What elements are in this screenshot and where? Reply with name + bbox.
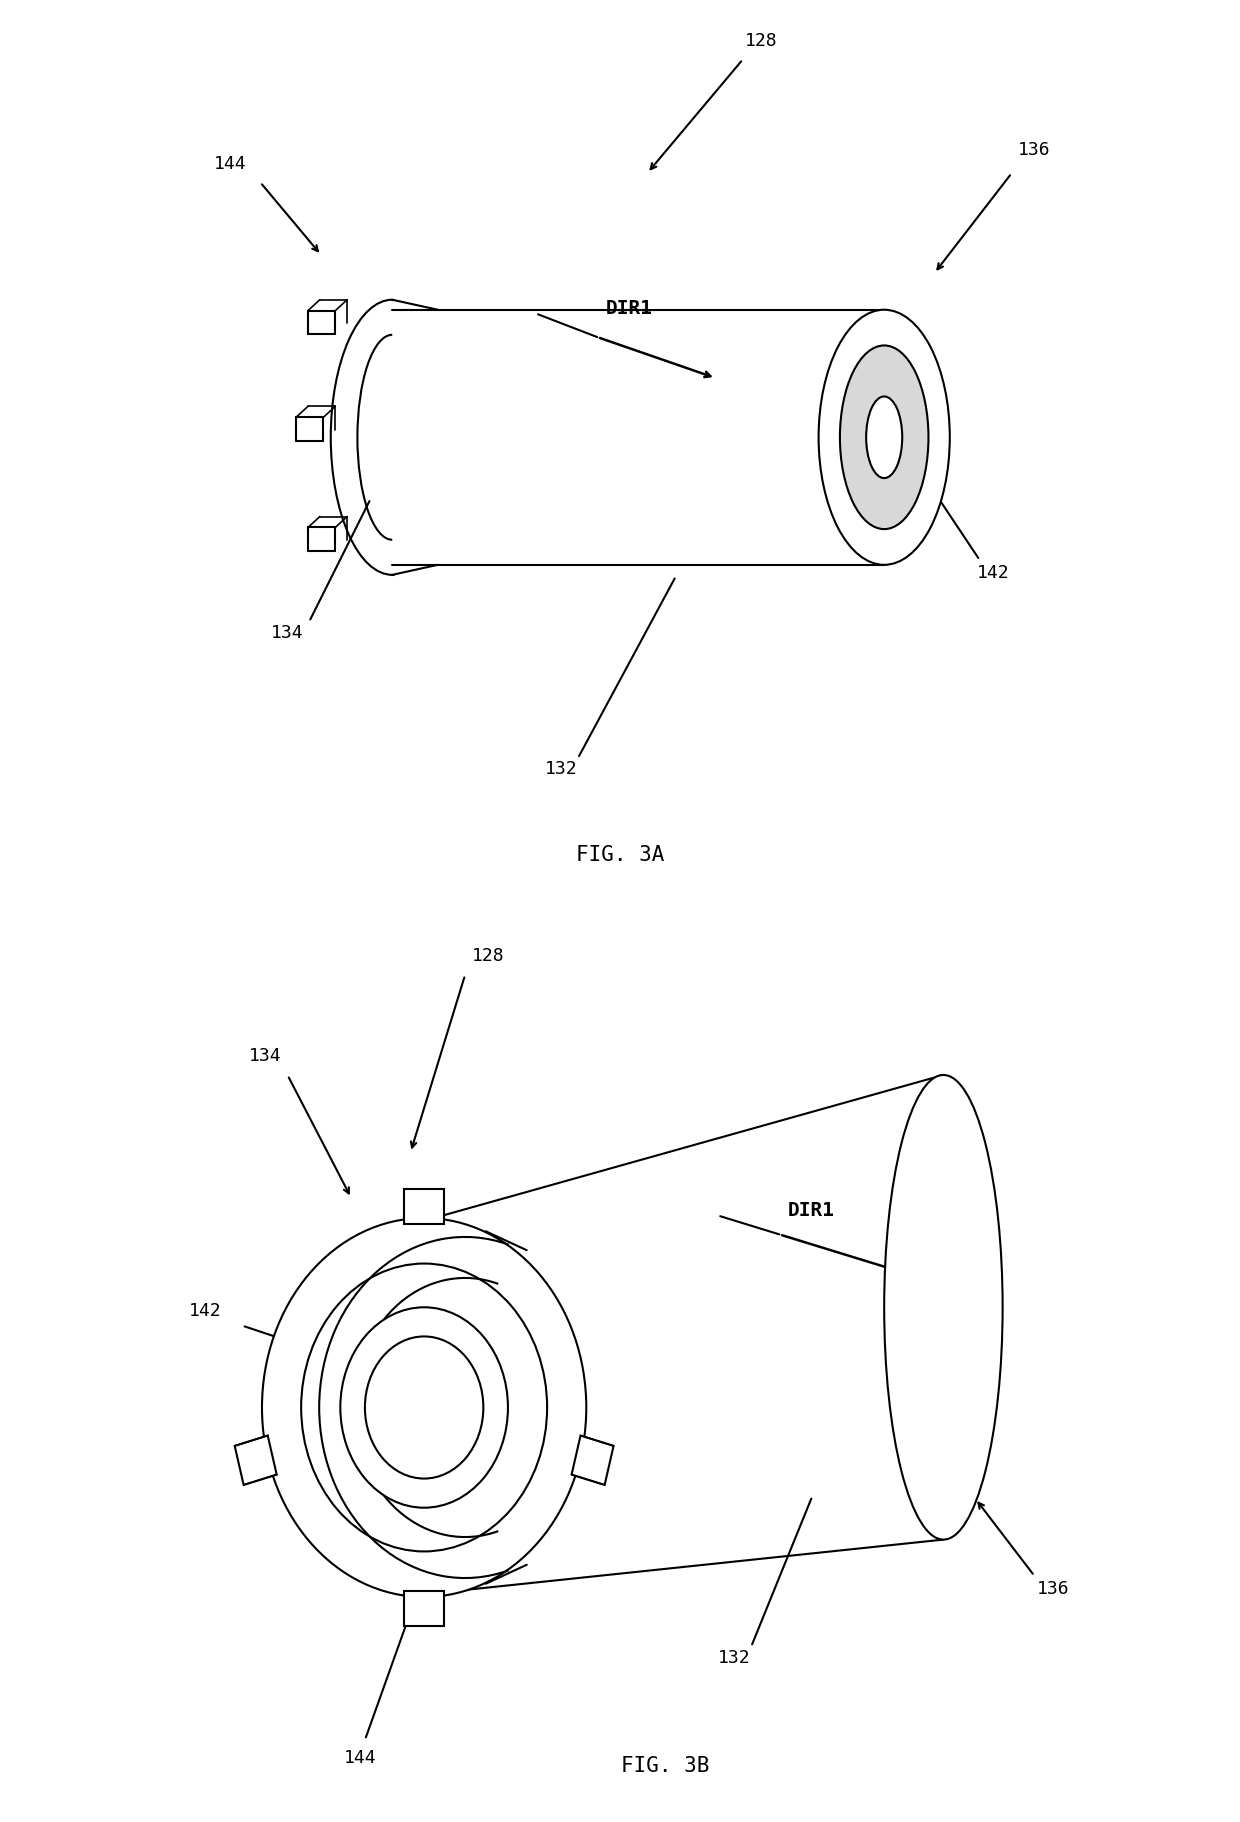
Text: 138: 138 [399, 1407, 432, 1425]
Text: DIR1: DIR1 [787, 1201, 835, 1221]
Text: 136: 136 [1037, 1580, 1069, 1598]
Polygon shape [572, 1436, 614, 1485]
Polygon shape [404, 1190, 444, 1224]
Polygon shape [404, 1591, 444, 1625]
Text: 134: 134 [248, 1048, 281, 1066]
Text: 132: 132 [544, 760, 577, 778]
Ellipse shape [365, 1337, 484, 1479]
Text: DIR1: DIR1 [605, 299, 652, 319]
Polygon shape [234, 1436, 277, 1485]
Ellipse shape [262, 1217, 587, 1596]
Ellipse shape [340, 1308, 508, 1509]
Ellipse shape [818, 310, 950, 565]
Text: 128: 128 [745, 31, 777, 49]
Text: 132: 132 [718, 1649, 750, 1667]
Text: 144: 144 [213, 155, 247, 173]
Text: 144: 144 [343, 1749, 377, 1767]
Ellipse shape [867, 397, 903, 477]
Text: 142: 142 [190, 1303, 222, 1321]
Text: 140: 140 [837, 423, 867, 441]
Ellipse shape [884, 1075, 1003, 1540]
Ellipse shape [301, 1264, 547, 1551]
Text: 142: 142 [977, 565, 1009, 583]
Text: FIG. 3A: FIG. 3A [575, 845, 665, 865]
Text: 136: 136 [1018, 140, 1050, 159]
Text: 128: 128 [471, 947, 505, 966]
Text: 134: 134 [272, 623, 304, 641]
Ellipse shape [839, 346, 929, 528]
Text: FIG. 3B: FIG. 3B [621, 1756, 709, 1776]
